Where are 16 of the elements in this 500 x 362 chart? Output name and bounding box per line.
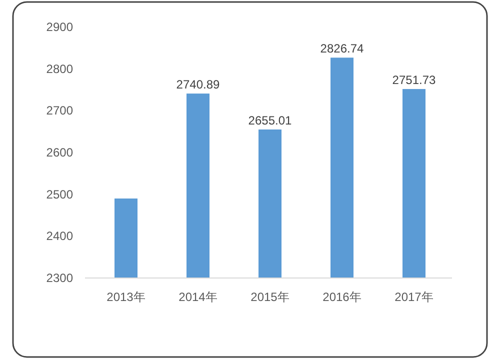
data-label: 2655.01 [248, 113, 292, 128]
x-tick-label: 2013年 [106, 290, 146, 304]
y-tick-label: 2800 [46, 62, 74, 76]
y-tick-label: 2300 [46, 271, 74, 285]
y-tick-label: 2600 [46, 146, 74, 160]
x-tick-label: 2015年 [250, 290, 290, 304]
y-tick-label: 2700 [46, 104, 74, 118]
y-tick-label: 2500 [46, 187, 74, 202]
data-label: 2826.74 [320, 42, 364, 56]
data-label: 2740.89 [176, 78, 220, 92]
x-tick-label: 2014年 [178, 290, 218, 304]
data-label: 2751.73 [392, 73, 436, 88]
x-tick-label: 2017年 [394, 290, 434, 304]
y-tick-label: 2900 [46, 20, 74, 34]
x-tick-label: 2016年 [322, 290, 362, 304]
y-tick-label: 2400 [46, 229, 74, 244]
